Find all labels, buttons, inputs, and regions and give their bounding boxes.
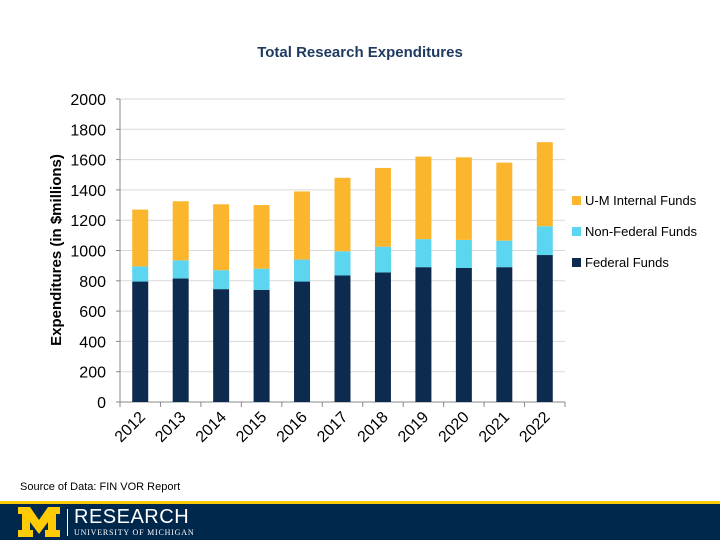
brand-divider [67, 509, 68, 536]
bar-non-federal-funds-2013 [172, 260, 189, 279]
bar-u-m-internal-funds-2020 [455, 157, 472, 240]
bar-u-m-internal-funds-2018 [374, 167, 391, 247]
x-tick-label: 2012 [112, 409, 149, 446]
x-tick-label: 2020 [436, 409, 473, 446]
bar-federal-funds-2020 [455, 267, 472, 402]
x-tick-label: 2019 [395, 409, 432, 446]
x-tick-label: 2016 [274, 409, 311, 446]
x-tick-label: 2015 [233, 409, 270, 446]
y-tick-label: 1400 [70, 183, 106, 200]
y-tick-label: 800 [79, 274, 106, 291]
y-tick-label: 600 [79, 304, 106, 321]
bar-federal-funds-2022 [536, 255, 553, 402]
bar-federal-funds-2015 [253, 289, 270, 402]
legend-swatch-non-federal-funds [572, 227, 581, 236]
legend-label-u-m-internal-funds: U-M Internal Funds [585, 193, 697, 208]
x-tick-label: 2018 [355, 409, 392, 446]
y-tick-label: 400 [79, 334, 106, 351]
x-tick-label: 2022 [516, 409, 553, 446]
bar-non-federal-funds-2019 [415, 239, 432, 268]
bar-federal-funds-2013 [172, 278, 189, 402]
y-tick-label: 1000 [70, 244, 106, 261]
bar-federal-funds-2017 [334, 275, 351, 402]
bar-non-federal-funds-2016 [294, 259, 311, 282]
bar-federal-funds-2018 [374, 272, 391, 402]
bar-u-m-internal-funds-2015 [253, 205, 270, 269]
bar-non-federal-funds-2015 [253, 268, 270, 290]
x-tick-label: 2013 [152, 409, 189, 446]
x-tick-label: 2021 [476, 409, 513, 446]
y-tick-label: 200 [79, 365, 106, 382]
legend-label-federal-funds: Federal Funds [585, 255, 669, 270]
bar-u-m-internal-funds-2013 [172, 201, 189, 261]
y-axis-label: Expenditures (in $millions) [48, 154, 65, 346]
legend-swatch-federal-funds [572, 258, 581, 267]
bar-non-federal-funds-2018 [374, 246, 391, 273]
source-note: Source of Data: FIN VOR Report [20, 481, 181, 493]
x-tick-label: 2014 [193, 409, 230, 446]
block-m-logo [18, 507, 60, 537]
y-tick-label: 1200 [70, 213, 106, 230]
bar-non-federal-funds-2014 [213, 270, 230, 290]
brand-subtitle: UNIVERSITY OF MICHIGAN [74, 528, 195, 537]
chart-title: Total Research Expenditures [257, 44, 463, 61]
bar-u-m-internal-funds-2019 [415, 156, 432, 240]
y-tick-label: 0 [97, 395, 106, 412]
y-tick-label: 1600 [70, 153, 106, 170]
bar-u-m-internal-funds-2021 [496, 162, 513, 241]
bar-federal-funds-2021 [496, 267, 513, 402]
bar-non-federal-funds-2021 [496, 240, 513, 268]
bar-u-m-internal-funds-2012 [132, 209, 149, 267]
bar-federal-funds-2019 [415, 267, 432, 402]
bar-non-federal-funds-2012 [132, 266, 149, 282]
x-tick-label: 2017 [314, 409, 351, 446]
bar-federal-funds-2016 [294, 281, 311, 402]
bar-non-federal-funds-2022 [536, 226, 553, 256]
footer-accent-line [0, 501, 720, 504]
bar-u-m-internal-funds-2014 [213, 204, 230, 271]
legend-swatch-u-m-internal-funds [572, 196, 581, 205]
bar-u-m-internal-funds-2022 [536, 142, 553, 227]
bar-u-m-internal-funds-2016 [294, 191, 311, 260]
bar-u-m-internal-funds-2017 [334, 177, 351, 252]
bar-federal-funds-2012 [132, 281, 149, 402]
brand-name: RESEARCH [74, 506, 190, 528]
footer-bar [0, 504, 720, 540]
y-tick-label: 2000 [70, 92, 106, 109]
bar-non-federal-funds-2017 [334, 251, 351, 276]
research-expenditures-chart: Total Research Expenditures 0 200 400 600 800… [48, 44, 697, 446]
bar-federal-funds-2014 [213, 289, 230, 402]
legend-label-non-federal-funds: Non-Federal Funds [585, 224, 697, 239]
y-tick-label: 1800 [70, 122, 106, 139]
bar-non-federal-funds-2020 [455, 239, 472, 268]
